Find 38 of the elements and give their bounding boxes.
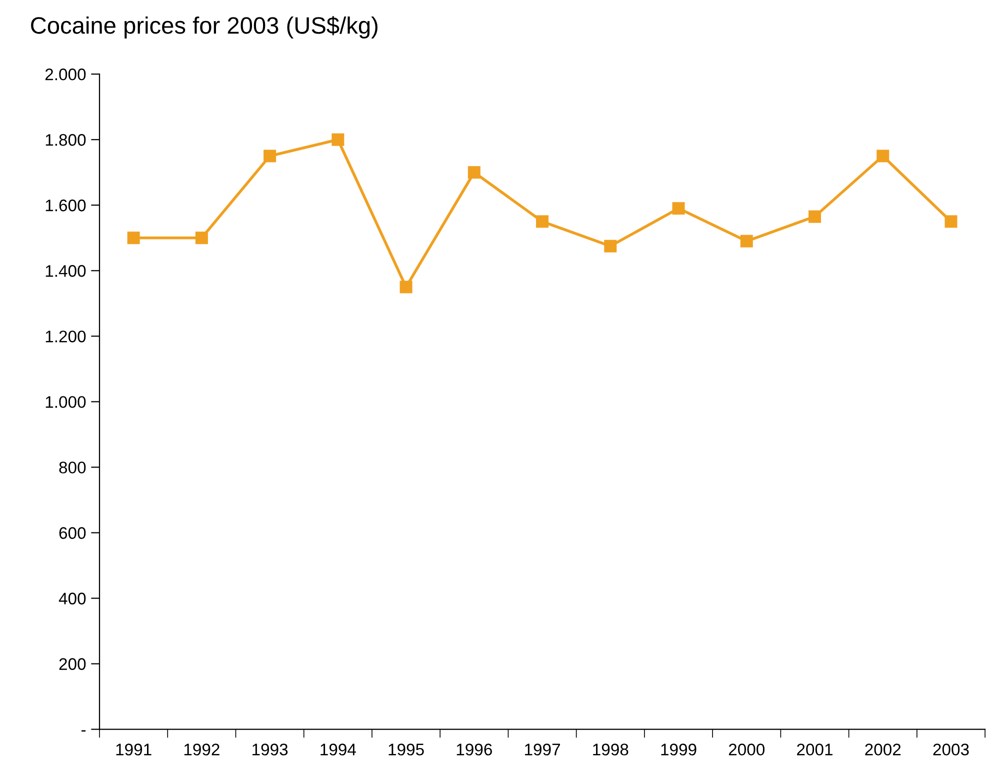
point: [876, 150, 890, 162]
x-tick-label: 2003: [933, 744, 969, 756]
point: [468, 166, 480, 179]
y-tick-label: -: [81, 730, 86, 732]
y-tick-label: 1.400: [46, 265, 86, 277]
point: [127, 232, 140, 244]
point: [536, 215, 549, 228]
x-tick-label: 2002: [865, 744, 901, 756]
y-tick-label: 600: [59, 527, 86, 539]
x-tick-label: 1999: [661, 744, 696, 756]
x-tick-label: 1992: [184, 744, 220, 756]
y-tick-label: 1.600: [46, 200, 86, 212]
x-tick-label: 1994: [320, 744, 356, 756]
point: [672, 202, 685, 215]
y-tick-label: 1.000: [46, 396, 86, 408]
point: [264, 150, 276, 162]
point: [944, 215, 958, 228]
x-tick-label: 1993: [252, 744, 288, 756]
x-tick-label: 1995: [388, 744, 424, 756]
y-tick-label: 1.200: [46, 330, 86, 342]
point: [195, 232, 208, 244]
chart-title: Cocaine prices for 2003 (US$/kg): [31, 16, 378, 38]
x-tick-label: 1996: [456, 744, 492, 756]
y-tick-label: 800: [59, 462, 86, 474]
x-tick-label: 1997: [525, 744, 560, 756]
x-tick-label: 2001: [797, 744, 832, 756]
point: [808, 210, 821, 223]
y-tick-label: 200: [59, 658, 86, 670]
x-tick-label: 1991: [116, 744, 152, 756]
y-tick-label: 400: [58, 592, 86, 604]
x-tick-label: 1998: [593, 744, 628, 756]
x-tick-label: 2000: [728, 744, 765, 756]
point: [400, 280, 412, 294]
y-tick-label: 1.800: [46, 134, 86, 146]
y-tick-label: 2.000: [45, 68, 86, 80]
point: [740, 234, 753, 248]
point: [332, 133, 344, 146]
point: [604, 240, 617, 252]
